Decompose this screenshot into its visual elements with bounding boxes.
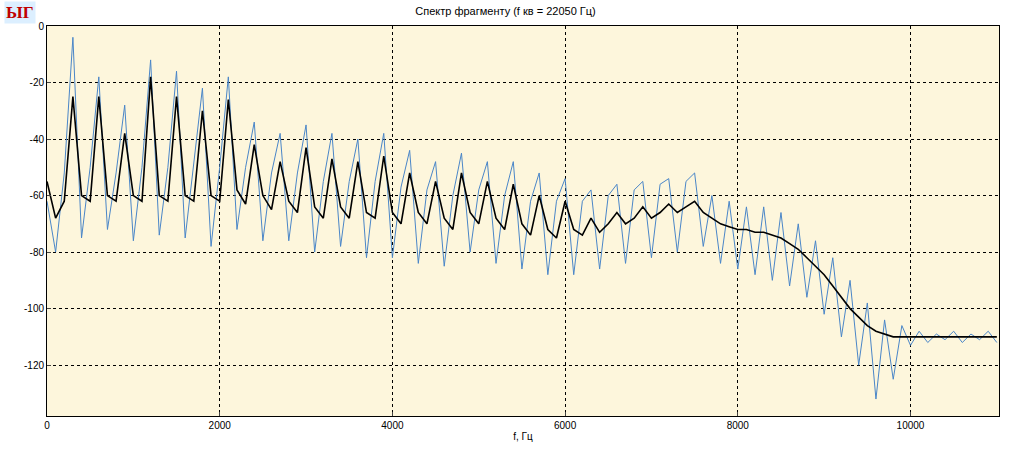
- svg-text:8000: 8000: [727, 420, 750, 431]
- svg-text:-40: -40: [30, 134, 45, 145]
- svg-text:2000: 2000: [209, 420, 232, 431]
- svg-text:f, Гц: f, Гц: [513, 431, 533, 442]
- svg-text:6000: 6000: [554, 420, 577, 431]
- svg-text:4000: 4000: [381, 420, 404, 431]
- svg-text:-120: -120: [24, 360, 44, 371]
- svg-text:Спектр фрагменту (f кв = 22050: Спектр фрагменту (f кв = 22050 Гц): [415, 5, 595, 17]
- svg-text:-100: -100: [24, 303, 44, 314]
- svg-text:ЫГ: ЫГ: [6, 3, 34, 22]
- svg-text:-80: -80: [30, 247, 45, 258]
- svg-text:10000: 10000: [897, 420, 925, 431]
- svg-text:-20: -20: [30, 77, 45, 88]
- svg-text:0: 0: [38, 21, 44, 32]
- svg-text:0: 0: [44, 420, 50, 431]
- svg-text:-60: -60: [30, 190, 45, 201]
